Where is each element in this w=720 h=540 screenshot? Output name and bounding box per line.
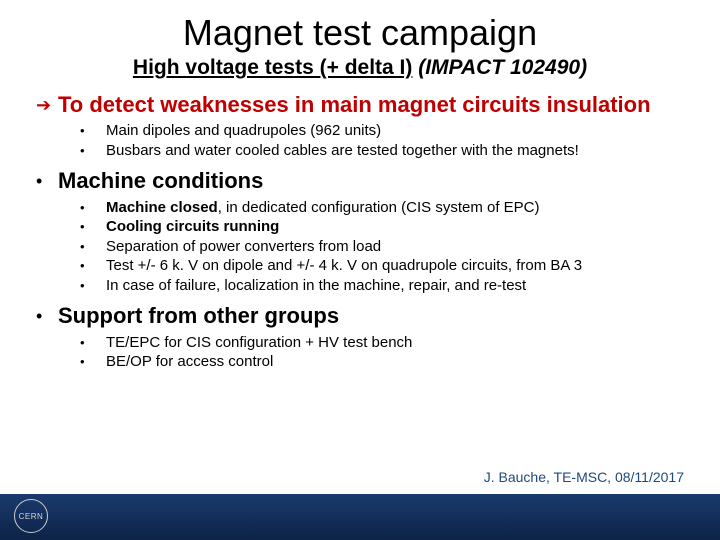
bullet-icon: •	[80, 352, 106, 371]
list-item: • In case of failure, localization in th…	[80, 276, 690, 296]
subtitle-impact: (IMPACT 102490)	[418, 56, 587, 79]
list-item: • Machine closed, in dedicated configura…	[80, 198, 690, 218]
bullet-icon: •	[80, 198, 106, 217]
section-1: ➔ To detect weaknesses in main magnet ci…	[36, 92, 690, 118]
item-text: Busbars and water cooled cables are test…	[106, 141, 579, 161]
bullet-icon: •	[80, 333, 106, 352]
arrow-icon: ➔	[36, 92, 58, 118]
cern-logo-icon: CERN	[14, 499, 48, 533]
section-2-items: • Machine closed, in dedicated configura…	[80, 198, 690, 296]
bullet-icon: •	[80, 256, 106, 275]
list-item: • Cooling circuits running	[80, 217, 690, 237]
list-item: • TE/EPC for CIS configuration + HV test…	[80, 333, 690, 353]
item-text: TE/EPC for CIS configuration + HV test b…	[106, 333, 412, 353]
bullet-icon: •	[80, 237, 106, 256]
item-text: Separation of power converters from load	[106, 237, 381, 257]
list-item: • BE/OP for access control	[80, 352, 690, 372]
bullet-icon: •	[80, 141, 106, 160]
bullet-icon: •	[80, 276, 106, 295]
bullet-icon: •	[36, 168, 58, 194]
section-2: • Machine conditions	[36, 168, 690, 194]
item-text: BE/OP for access control	[106, 352, 273, 372]
bullet-icon: •	[36, 303, 58, 329]
subtitle-underlined: High voltage tests (+ delta I)	[133, 56, 412, 79]
bullet-icon: •	[80, 121, 106, 140]
list-item: • Busbars and water cooled cables are te…	[80, 141, 690, 161]
section-heading: To detect weaknesses in main magnet circ…	[58, 92, 651, 118]
slide: Magnet test campaign High voltage tests …	[0, 0, 720, 540]
credit-text: J. Bauche, TE-MSC, 08/11/2017	[484, 469, 684, 485]
section-heading: Machine conditions	[58, 168, 263, 194]
item-text: Machine closed, in dedicated configurati…	[106, 198, 540, 218]
item-text: Main dipoles and quadrupoles (962 units)	[106, 121, 381, 141]
list-item: • Main dipoles and quadrupoles (962 unit…	[80, 121, 690, 141]
section-3: • Support from other groups	[36, 303, 690, 329]
section-1-items: • Main dipoles and quadrupoles (962 unit…	[80, 121, 690, 160]
section-3-items: • TE/EPC for CIS configuration + HV test…	[80, 333, 690, 372]
slide-title: Magnet test campaign	[30, 12, 690, 54]
list-item: • Separation of power converters from lo…	[80, 237, 690, 257]
list-item: • Test +/- 6 k. V on dipole and +/- 4 k.…	[80, 256, 690, 276]
item-text: In case of failure, localization in the …	[106, 276, 526, 296]
item-text: Cooling circuits running	[106, 217, 279, 237]
section-heading: Support from other groups	[58, 303, 339, 329]
slide-subtitle: High voltage tests (+ delta I) (IMPACT 1…	[30, 56, 690, 80]
bullet-icon: •	[80, 217, 106, 236]
item-text: Test +/- 6 k. V on dipole and +/- 4 k. V…	[106, 256, 582, 276]
footer-bar: CERN	[0, 494, 720, 540]
